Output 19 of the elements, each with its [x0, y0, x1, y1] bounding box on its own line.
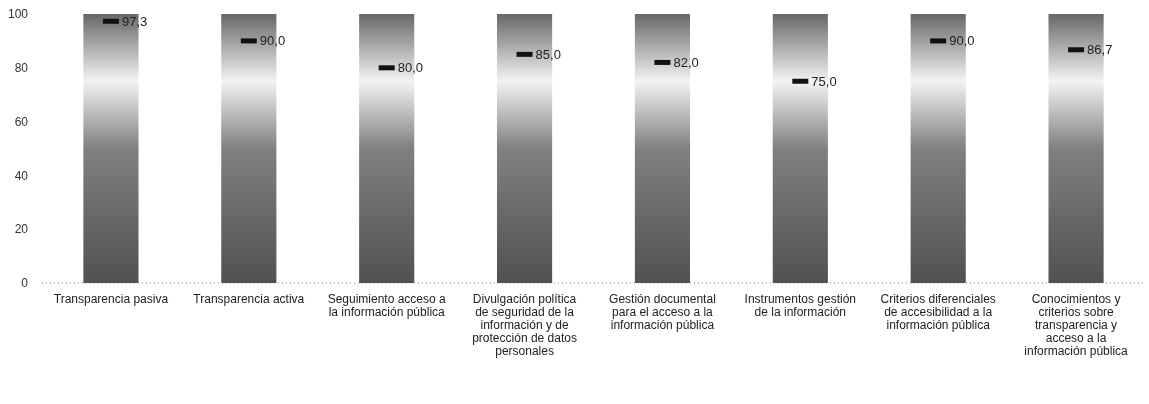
y-tick-label: 20	[14, 222, 29, 237]
x-tick-label: Divulgación política de seguridad de la información y de protección de datos personales	[472, 292, 577, 358]
x-tick-label: Transparencia activa	[193, 292, 305, 306]
data-label: 75,0	[811, 73, 837, 89]
y-tick-label: 0	[21, 276, 29, 291]
x-tick-label: Criterios diferenciales de accesibilidad a la información pública	[880, 292, 996, 332]
x-tick-label: Gestión documental para el acceso a la información pública	[609, 292, 716, 332]
x-tick-label: Conocimientos y criterios sobre transparencia y acceso a la información pública	[1024, 292, 1129, 358]
y-tick-label: 40	[14, 168, 29, 183]
x-tick-label: Seguimiento acceso a la información pública	[327, 292, 447, 319]
data-label: 86,7	[1087, 42, 1113, 58]
y-tick-label: 60	[14, 114, 29, 129]
data-label: 82,0	[673, 54, 699, 70]
data-label: 85,0	[535, 46, 561, 62]
y-tick-label: 80	[14, 61, 29, 75]
y-tick-label: 100	[7, 7, 29, 22]
x-tick-label: Instrumentos gestión de la información	[744, 292, 857, 319]
data-label: 80,0	[397, 60, 423, 76]
x-tick-label: Transparencia pasiva	[53, 292, 169, 306]
